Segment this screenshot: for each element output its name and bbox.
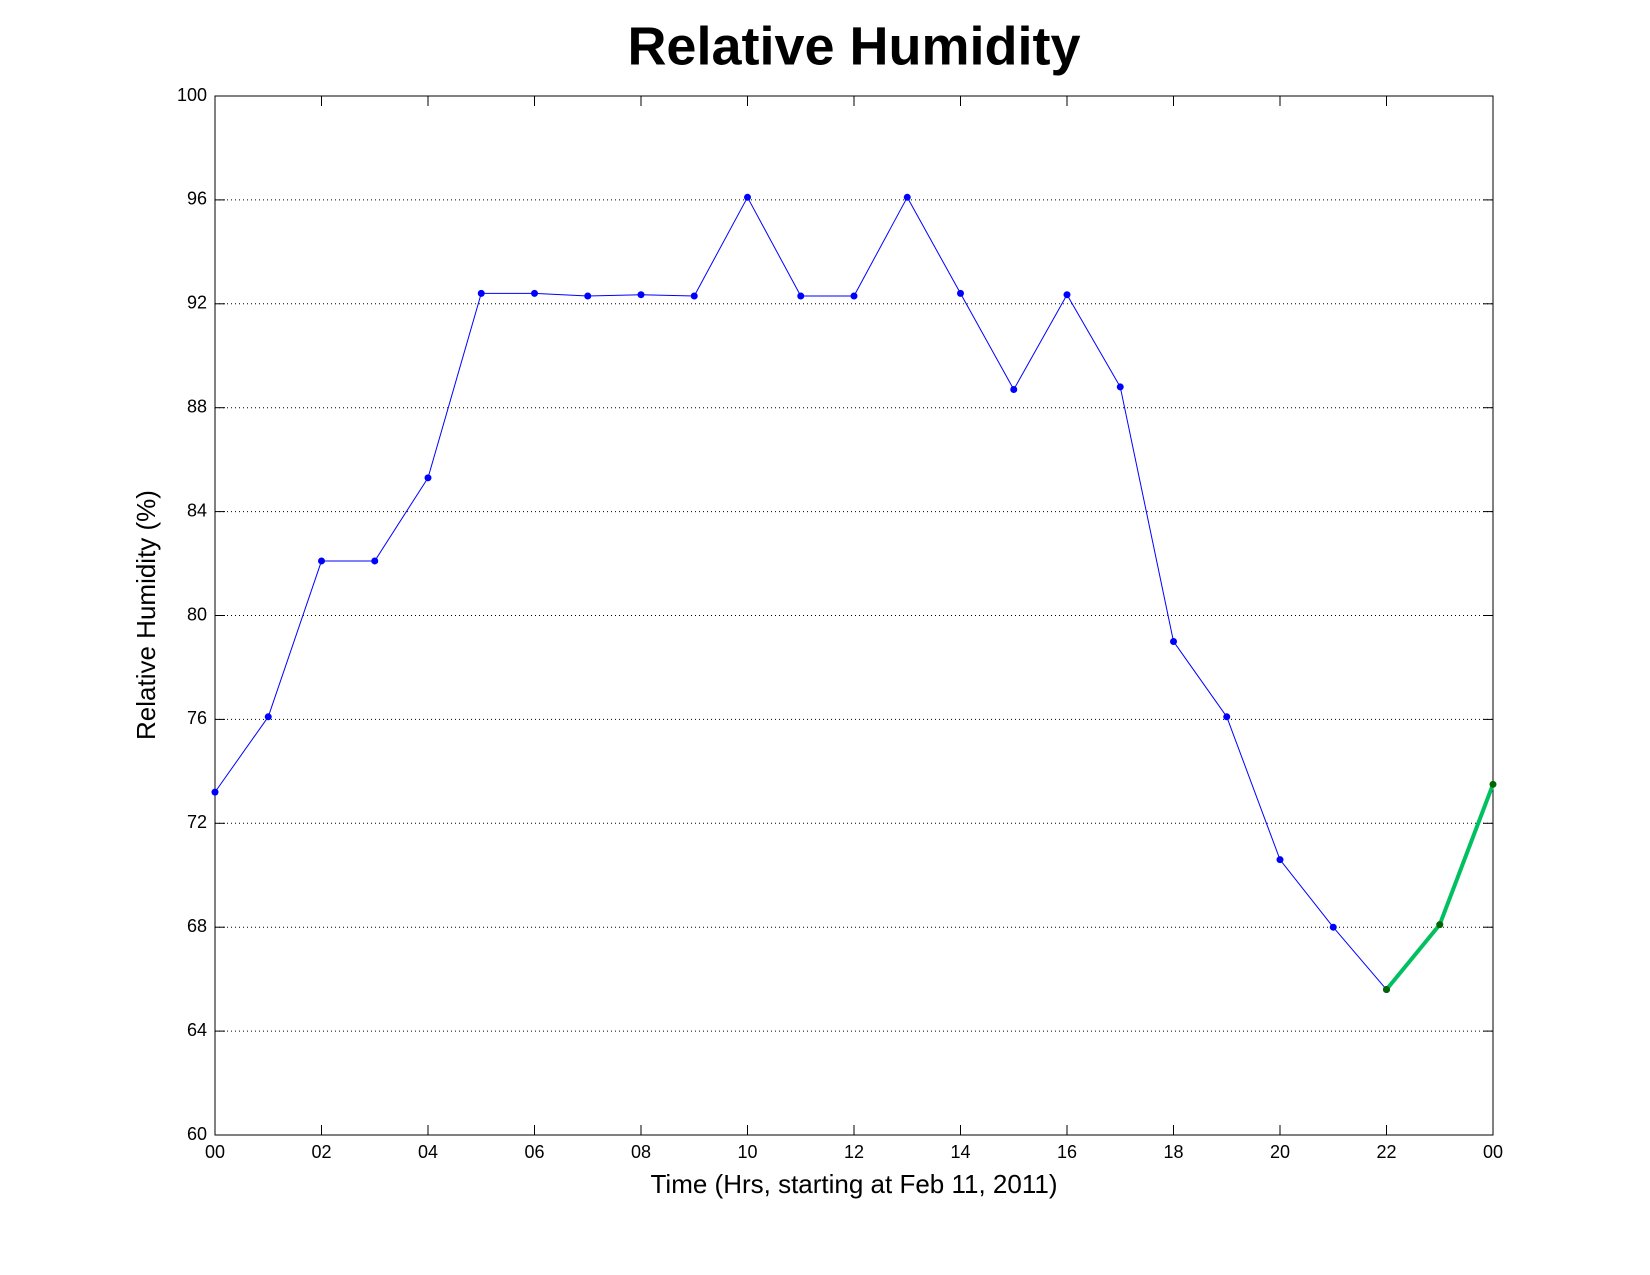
marker xyxy=(1116,383,1124,391)
y-tick-label: 60 xyxy=(187,1124,207,1144)
y-tick-label: 72 xyxy=(187,812,207,832)
marker xyxy=(371,557,379,565)
x-tick-label: 14 xyxy=(950,1142,970,1162)
x-tick-label: 12 xyxy=(844,1142,864,1162)
y-tick-label: 92 xyxy=(187,293,207,313)
marker xyxy=(850,292,858,300)
chart-title: Relative Humidity xyxy=(627,16,1080,76)
y-tick-label: 96 xyxy=(187,189,207,209)
y-tick-label: 76 xyxy=(187,708,207,728)
marker xyxy=(477,289,485,297)
marker xyxy=(797,292,805,300)
x-tick-label: 00 xyxy=(205,1142,225,1162)
marker xyxy=(1436,921,1444,929)
marker xyxy=(1223,713,1231,721)
marker xyxy=(1063,291,1071,299)
marker xyxy=(1010,386,1018,394)
marker xyxy=(318,557,325,565)
marker xyxy=(211,788,219,796)
marker xyxy=(1170,637,1177,645)
marker xyxy=(264,713,272,721)
x-tick-label: 04 xyxy=(418,1142,438,1162)
x-tick-label: 02 xyxy=(311,1142,331,1162)
marker xyxy=(1489,780,1497,788)
marker xyxy=(424,474,432,482)
line xyxy=(1384,783,1495,991)
marker xyxy=(584,292,592,300)
y-tick-label: 64 xyxy=(187,1020,207,1040)
y-tick-label: 68 xyxy=(187,916,207,936)
x-tick-label: 20 xyxy=(1270,1142,1290,1162)
y-tick-label: 88 xyxy=(187,396,207,416)
marker xyxy=(1276,856,1284,864)
y-tick-label: 80 xyxy=(187,604,207,624)
marker xyxy=(637,291,645,299)
x-tick-label: 08 xyxy=(631,1142,651,1162)
marker xyxy=(1329,923,1337,931)
marker xyxy=(744,193,751,201)
marker xyxy=(690,292,698,300)
plot-frame xyxy=(214,95,1494,1136)
y-tick-label: 84 xyxy=(187,500,207,520)
x-axis-label: Time (Hrs, starting at Feb 11, 2011) xyxy=(651,1169,1058,1199)
marker xyxy=(903,193,911,201)
marker xyxy=(957,289,964,297)
line xyxy=(214,196,1387,990)
marker xyxy=(1383,986,1390,994)
marker xyxy=(531,289,538,297)
y-axis-label: Relative Humidity (%) xyxy=(131,490,161,740)
x-tick-label: 10 xyxy=(737,1142,757,1162)
x-tick-label: 22 xyxy=(1376,1142,1396,1162)
x-tick-label: 16 xyxy=(1057,1142,1077,1162)
y-tick-label: 100 xyxy=(177,85,207,105)
x-tick-label: 06 xyxy=(524,1142,544,1162)
x-tick-label: 18 xyxy=(1163,1142,1183,1162)
x-tick-label: 00 xyxy=(1483,1142,1503,1162)
